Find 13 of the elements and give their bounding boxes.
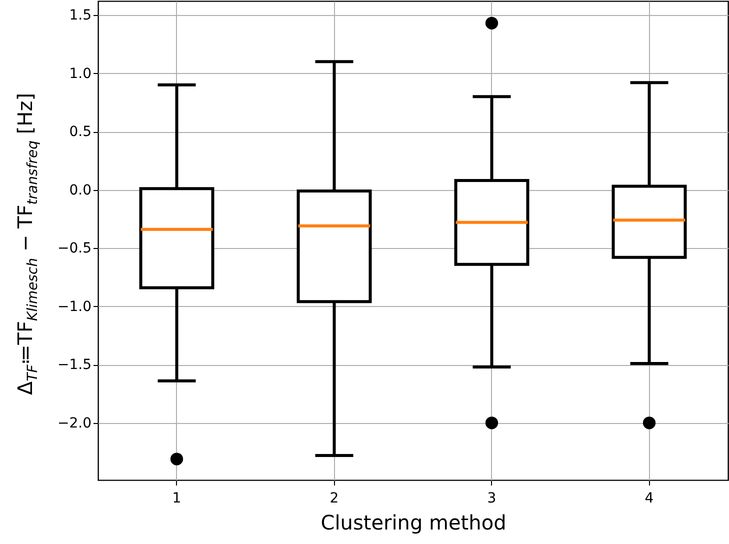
y-tick-label: 0.5 xyxy=(69,124,92,140)
x-tick-label: 4 xyxy=(644,490,654,506)
x-tick-label: 1 xyxy=(172,490,182,506)
y-tick-label: −2.0 xyxy=(58,415,92,432)
y-tick-label: 0.0 xyxy=(69,182,92,198)
y-tick-label: 1.0 xyxy=(69,66,92,82)
x-tick-label: 3 xyxy=(487,490,496,506)
y-tick-label: −1.5 xyxy=(58,357,92,374)
y-tick-label: −0.5 xyxy=(58,240,92,257)
x-axis-title: Clustering method xyxy=(320,510,506,534)
y-tick-label: 1.5 xyxy=(69,7,92,24)
y-tick-label: −1.0 xyxy=(58,298,92,315)
x-tick-label: 2 xyxy=(330,490,339,506)
